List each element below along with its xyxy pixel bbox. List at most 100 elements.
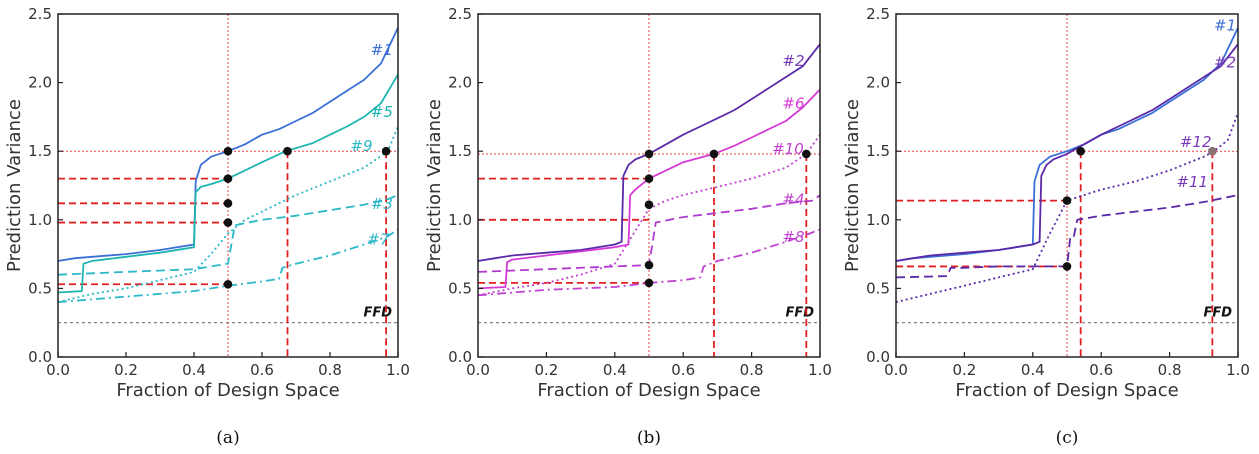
series-label: #2 (782, 52, 804, 70)
intersection-marker (223, 174, 233, 183)
y-tick-label: 0.0 (448, 348, 472, 366)
series-label: #8 (782, 228, 804, 246)
chart-panel: FFD #1 #5 #9 #3 #7 0.0 0.2 0.4 0.6 0.8 1.0 0.0 0.5 1.0… (4, 5, 410, 448)
y-tick-label: 2.5 (448, 5, 472, 23)
y-tick-label: 2.0 (448, 74, 472, 92)
series-label: #10 (772, 140, 804, 158)
intersection-marker (802, 149, 811, 159)
intersection-marker (644, 260, 654, 270)
x-tick-label: 0.4 (603, 361, 627, 379)
series-label: #9 (350, 137, 372, 155)
series-line (895, 112, 1239, 303)
series-line (477, 88, 821, 290)
panel-label: (a) (216, 428, 239, 448)
series-label: #2 (1214, 54, 1236, 72)
x-tick-label: 0.2 (114, 361, 138, 379)
x-tick-label: 0.0 (466, 361, 490, 379)
series-line (477, 134, 821, 297)
series-label: #11 (1176, 173, 1208, 191)
intersection-marker (223, 146, 233, 156)
series-label: #6 (782, 95, 804, 113)
series-label: #5 (371, 103, 393, 121)
x-tick-label: 0.4 (182, 361, 206, 379)
panel-label: (b) (637, 428, 661, 448)
series-line (57, 228, 399, 303)
x-tick-label: 0.4 (1021, 361, 1045, 379)
series-label: #12 (1180, 133, 1212, 151)
y-tick-label: 0.5 (866, 279, 890, 297)
y-axis-label: Prediction Variance (842, 99, 863, 272)
series-label: #4 (782, 191, 804, 209)
intersection-marker (223, 218, 233, 227)
y-tick-label: 2.0 (28, 74, 52, 92)
intersection-marker (223, 279, 233, 289)
y-tick-label: 2.5 (866, 5, 890, 23)
intersection-marker (283, 146, 292, 156)
y-tick-label: 0.5 (448, 279, 472, 297)
y-tick-label: 0.5 (28, 279, 52, 297)
x-tick-label: 1.0 (808, 361, 832, 379)
x-tick-label: 0.8 (1158, 361, 1182, 379)
intersection-marker (1208, 146, 1217, 156)
y-tick-label: 1.0 (448, 211, 472, 229)
y-tick-label: 1.0 (28, 211, 52, 229)
series-line (477, 194, 821, 273)
series-label: #3 (371, 195, 393, 213)
y-tick-label: 1.5 (28, 142, 52, 160)
panel-label: (c) (1056, 428, 1079, 448)
x-tick-label: 0.2 (952, 361, 976, 379)
reference-label: FFD (363, 306, 392, 321)
reference-label: FFD (785, 306, 814, 321)
plot-frame (477, 13, 821, 358)
x-tick-label: 0.6 (1089, 361, 1113, 379)
series-line (895, 27, 1239, 262)
x-axis-label: Fraction of Design Space (537, 380, 760, 401)
y-tick-label: 1.5 (448, 142, 472, 160)
intersection-marker (1076, 146, 1085, 156)
series-label: #1 (371, 41, 393, 59)
series-line (57, 126, 399, 303)
x-tick-label: 0.6 (671, 361, 695, 379)
x-axis-label: Fraction of Design Space (955, 380, 1178, 401)
series-line (477, 228, 821, 297)
intersection-marker (1062, 196, 1072, 205)
reference-label: FFD (1203, 306, 1232, 321)
x-tick-label: 1.0 (386, 361, 410, 379)
intersection-marker (223, 199, 233, 208)
y-tick-label: 1.5 (866, 142, 890, 160)
series-line (895, 43, 1239, 262)
y-axis-label: Prediction Variance (424, 99, 445, 272)
series-line (895, 194, 1239, 279)
x-tick-label: 0.8 (740, 361, 764, 379)
series-line (57, 194, 399, 276)
x-tick-label: 0.8 (318, 361, 342, 379)
series-line (57, 73, 399, 294)
y-tick-label: 1.0 (866, 211, 890, 229)
intersection-marker (644, 174, 654, 183)
series-label: #7 (367, 230, 390, 248)
y-tick-label: 2.5 (28, 5, 52, 23)
x-axis-label: Fraction of Design Space (116, 380, 339, 401)
y-tick-label: 0.0 (28, 348, 52, 366)
y-axis-label: Prediction Variance (4, 99, 25, 272)
x-tick-label: 1.0 (1226, 361, 1250, 379)
x-tick-label: 0.6 (250, 361, 274, 379)
intersection-marker (644, 278, 654, 288)
intersection-marker (644, 149, 654, 159)
intersection-marker (644, 200, 654, 210)
series-label: #1 (1214, 16, 1236, 34)
y-tick-label: 0.0 (866, 348, 890, 366)
chart-panel: FFD #1 #2 #12 #11 0.0 0.2 0.4 0.6 0.8 1.0 0.0 0.5 1.0… (842, 5, 1250, 448)
intersection-marker (1062, 262, 1072, 271)
y-tick-label: 2.0 (866, 74, 890, 92)
plot-frame (895, 13, 1239, 358)
series-line (57, 27, 399, 262)
x-tick-label: 0.0 (46, 361, 70, 379)
x-tick-label: 0.0 (884, 361, 908, 379)
intersection-marker (381, 146, 391, 156)
chart-panel: FFD #2 #6 #10 #4 #8 0.0 0.2 0.4 0.6 0.8 1.0 0.0 0.5 1.… (424, 5, 832, 448)
x-tick-label: 0.2 (534, 361, 558, 379)
intersection-marker (709, 149, 719, 159)
plot-frame (57, 13, 399, 358)
